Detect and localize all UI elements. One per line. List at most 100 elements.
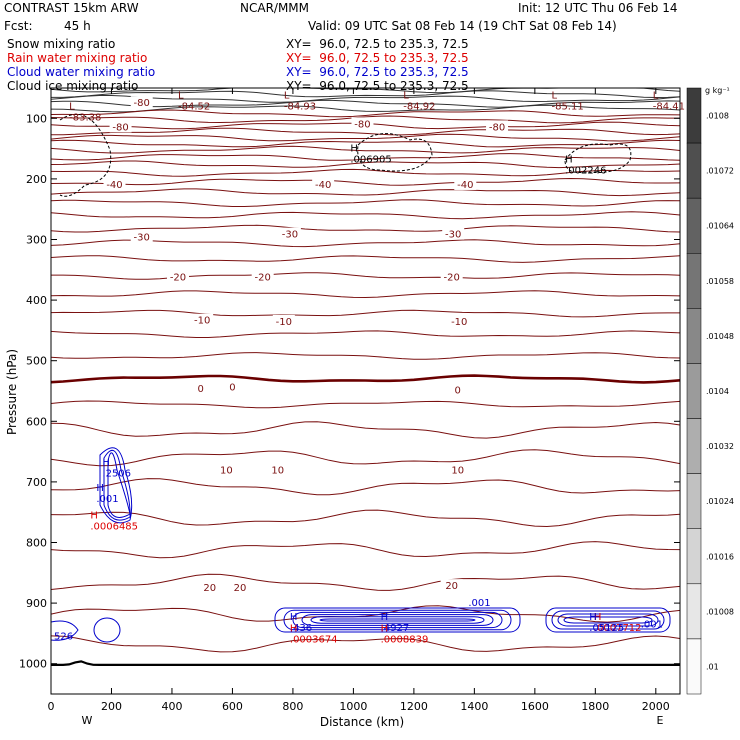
isotherm-label: 10 xyxy=(220,465,233,476)
isotherm-line xyxy=(51,90,681,99)
isotherm-label-bg xyxy=(198,580,221,593)
isotherm-label: -80 xyxy=(112,122,128,133)
isotherm-label-bg xyxy=(448,314,471,327)
isotherm-label: 0 xyxy=(455,385,461,396)
isotherm-label-bg xyxy=(266,463,289,476)
extremum-mark: L xyxy=(551,90,557,101)
isotherm-line xyxy=(50,573,681,591)
cloud-label: 526 xyxy=(54,631,73,642)
isotherm-line xyxy=(50,605,681,623)
colorbar-swatch xyxy=(686,363,702,419)
isotherm-line xyxy=(51,272,681,280)
isotherm-label-bg xyxy=(442,227,465,240)
isotherm-line xyxy=(50,133,681,142)
colorbar-label: .01 xyxy=(706,662,719,671)
isotherm-label: 0 xyxy=(198,384,204,395)
colorbar-swatch xyxy=(686,638,702,695)
extremum-mark: H xyxy=(102,458,110,469)
colorbar-label: .01024 xyxy=(706,497,734,506)
isotherm-line xyxy=(50,127,681,136)
field-name-cloud-ice: Cloud ice mixing ratio xyxy=(7,79,139,93)
field-xy-rain: XY= 96.0, 72.5 to 235.3, 72.5 xyxy=(286,51,469,65)
cloud-water-contour xyxy=(283,609,512,631)
isotherm-label: -30 xyxy=(282,230,298,241)
isotherm-line xyxy=(50,115,680,124)
cloud-label: .001 xyxy=(468,598,490,609)
isotherm-label-bg xyxy=(251,270,274,283)
extremum-value: .2506 xyxy=(102,469,131,480)
isotherm-label-bg xyxy=(272,314,295,327)
extremum-value: .0003674 xyxy=(290,635,338,646)
field-xy-cloud-ice: XY= 96.0, 72.5 to 235.3, 72.5 xyxy=(286,79,469,93)
isotherm-label: -80 xyxy=(354,119,370,130)
extremum-mark: L xyxy=(653,90,659,101)
isotherm-label-bg xyxy=(229,580,252,593)
extremum-mark: L xyxy=(403,90,409,101)
y-tick-label: 700 xyxy=(26,476,47,489)
x-tick-label: 400 xyxy=(161,700,182,713)
isotherm-label-bg xyxy=(130,96,153,109)
west-label: W xyxy=(82,714,93,727)
cloud-water-contour xyxy=(301,614,494,626)
isotherm-label-bg xyxy=(167,270,190,283)
x-tick-label: 2000 xyxy=(642,700,670,713)
isotherm-line xyxy=(50,224,681,233)
ice-contour xyxy=(564,143,632,173)
extremum-mark: H xyxy=(565,155,573,166)
colorbar-swatch xyxy=(686,87,702,144)
colorbar-label: .01032 xyxy=(706,442,734,451)
isotherm-label-bg xyxy=(446,463,469,476)
extremum-value: -84.93 xyxy=(284,101,316,112)
extremum-mark: H xyxy=(594,612,602,623)
isotherm-label: 10 xyxy=(271,465,284,476)
cloud-water-contour xyxy=(292,611,503,629)
colorbar-swatch xyxy=(686,308,702,364)
cloud-water-contour xyxy=(557,613,659,627)
y-axis-label: Pressure (hPa) xyxy=(5,349,19,435)
isotherm-label: -20 xyxy=(255,273,271,284)
extremum-value: -84.41 xyxy=(653,101,685,112)
colorbar-label: .01058 xyxy=(706,277,734,286)
isotherm-line xyxy=(50,449,681,467)
isotherm-line xyxy=(50,177,681,186)
isotherm-label-bg xyxy=(130,230,153,243)
isotherm-label-bg xyxy=(454,177,477,190)
y-tick-label: 800 xyxy=(26,537,47,550)
cloud-water-contour xyxy=(319,618,476,622)
extremum-mark: H xyxy=(381,612,389,623)
isotherm-label: -20 xyxy=(170,273,186,284)
x-axis-label: Distance (km) xyxy=(320,715,404,729)
isotherm-line xyxy=(50,104,681,113)
model-title: CONTRAST 15km ARW xyxy=(4,1,139,15)
isotherm-label: 10 xyxy=(451,465,464,476)
colorbar-label: .01008 xyxy=(706,607,734,616)
colorbar-label: .01016 xyxy=(706,552,734,561)
contour-layer: -80 -80 -80 -80 -40 -40 -40 -30 -30 -30 -20 -20 -20 -… xyxy=(50,87,685,667)
x-tick-label: 600 xyxy=(222,700,243,713)
x-tick-label: 1400 xyxy=(460,700,488,713)
cloud-label: .001 xyxy=(641,619,663,630)
isotherm-label: -40 xyxy=(457,180,473,191)
cloud-water-contour xyxy=(103,449,131,521)
isotherm-line xyxy=(50,478,681,496)
colorbar-swatch xyxy=(686,473,702,529)
isotherm-label-bg xyxy=(486,120,509,133)
isotherm-line xyxy=(50,635,681,653)
isotherm-label: -30 xyxy=(134,233,150,244)
isotherm-line xyxy=(50,188,681,197)
isotherm-label: -10 xyxy=(276,317,292,328)
isotherm-label-bg xyxy=(103,177,126,190)
extremum-value: -85.11 xyxy=(551,101,583,112)
extremum-mark: L xyxy=(178,90,184,101)
y-tick-label: 400 xyxy=(26,294,47,307)
isotherm-line xyxy=(50,99,681,108)
extremum-value: -83.38 xyxy=(69,112,101,123)
x-tick-label: 1000 xyxy=(339,700,367,713)
extremum-mark: H xyxy=(290,624,298,635)
cloud-water-contour xyxy=(563,616,653,624)
extremum-value: -84.92 xyxy=(403,101,435,112)
x-tick-label: 1200 xyxy=(400,700,428,713)
isotherm-label-bg xyxy=(215,463,238,476)
y-tick-label: 300 xyxy=(26,234,47,247)
